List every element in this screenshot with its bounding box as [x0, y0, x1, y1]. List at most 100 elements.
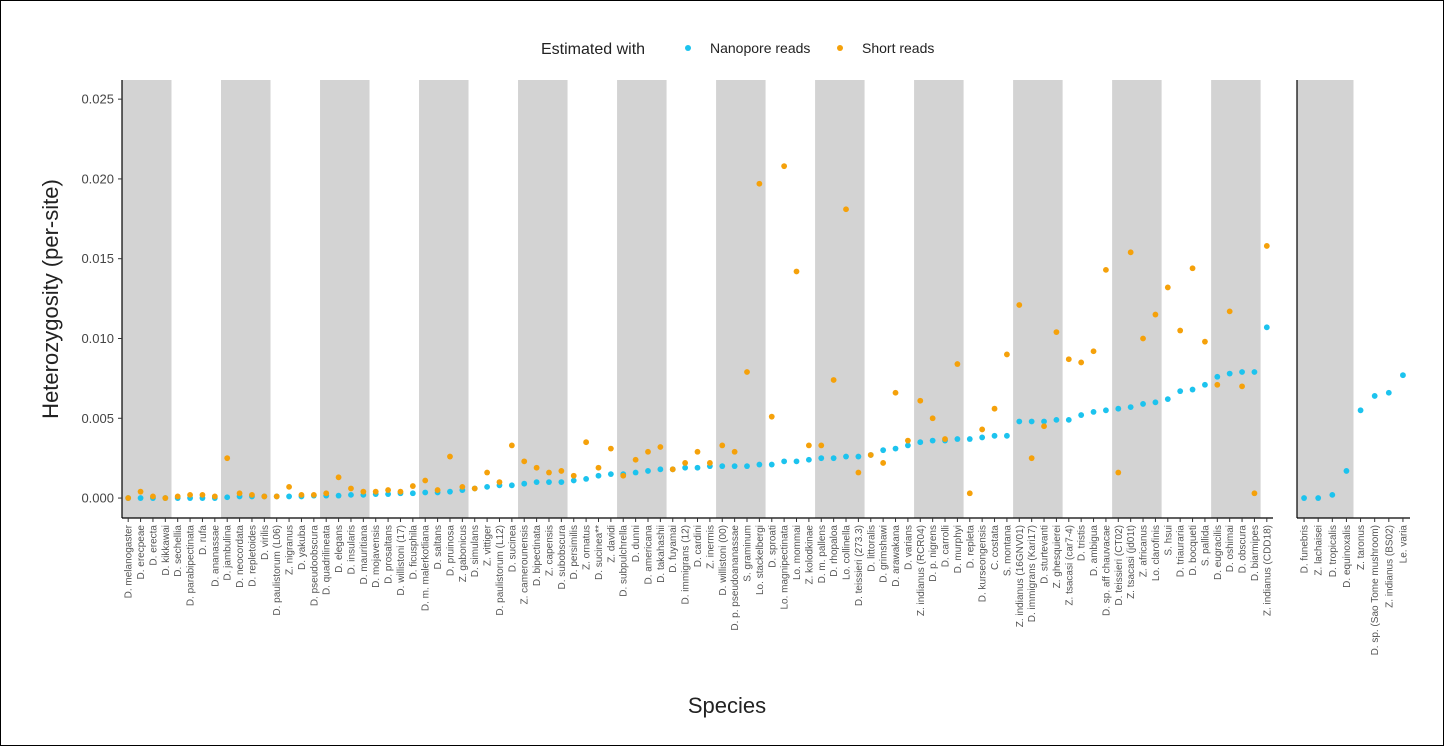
point: [632, 469, 639, 476]
stripe: [518, 80, 568, 518]
point: [991, 432, 998, 439]
point: [1329, 491, 1336, 498]
point: [1315, 495, 1322, 501]
legend-marker: [837, 45, 843, 51]
point: [1090, 348, 1097, 355]
point: [1226, 370, 1233, 377]
point: [793, 268, 800, 275]
point: [261, 493, 268, 500]
point: [1028, 418, 1035, 425]
x-tick-label: Z. indianus (RCR04): [916, 525, 927, 616]
point: [1152, 399, 1159, 406]
x-tick-label: C. costata: [990, 525, 1001, 570]
point: [768, 461, 775, 468]
legend-title: Estimated with: [541, 41, 645, 58]
point: [521, 458, 528, 465]
x-tick-label: D. takahashii: [656, 525, 667, 583]
point: [570, 477, 577, 484]
x-tick-label: Z. camerounensis: [520, 525, 531, 604]
point: [1041, 423, 1047, 430]
point: [1343, 468, 1350, 474]
point: [1214, 373, 1221, 380]
x-tick-label: Z. africanus: [1139, 525, 1150, 577]
stripe: [320, 80, 370, 518]
point: [1385, 389, 1392, 396]
point: [843, 453, 849, 460]
point: [323, 490, 330, 497]
x-tick-label: D. m. pallens: [817, 525, 828, 583]
point: [954, 361, 961, 367]
x-tick-label: D. immigrans (Kari17): [1027, 525, 1038, 622]
point: [558, 479, 565, 485]
x-tick-label: D. sucinea: [507, 525, 518, 573]
x-tick-label: D. teissieri (CT02): [1114, 525, 1125, 606]
point: [137, 495, 144, 501]
point: [286, 493, 292, 500]
x-tick-label: Z. indianus (CDD18): [1262, 525, 1273, 616]
point: [979, 434, 986, 441]
x-tick-label: D. saltans: [433, 525, 444, 569]
x-tick-label: D. kurseongensis: [978, 525, 989, 602]
x-tick-label: D. sechellia: [173, 525, 184, 577]
point: [174, 493, 181, 500]
x-tick-label: D. quadrilineata: [322, 525, 333, 595]
point: [1065, 356, 1072, 363]
point: [1140, 401, 1146, 407]
point: [1127, 404, 1134, 411]
point: [521, 480, 528, 487]
point: [335, 492, 342, 499]
point: [508, 482, 515, 489]
point: [1152, 311, 1159, 318]
x-tick-label: D. simulans: [470, 525, 481, 577]
point: [558, 468, 565, 474]
point: [224, 455, 231, 462]
point: [546, 469, 552, 476]
point: [187, 491, 193, 498]
x-tick-label: Z. capensis: [544, 525, 555, 576]
point: [682, 464, 689, 471]
point: [1214, 381, 1221, 388]
point: [942, 436, 948, 442]
point: [855, 453, 862, 460]
point: [645, 448, 651, 455]
x-tick-label: D. subobscura: [557, 525, 568, 590]
x-tick-label: D. tristis: [1077, 525, 1088, 561]
point: [768, 413, 775, 420]
point: [286, 483, 292, 490]
point: [620, 472, 627, 479]
x-tick-label: D. sp. aff chauvacae: [1101, 525, 1112, 616]
x-tick-label: D. paulistorum (L06): [272, 525, 283, 616]
x-tick-label: D. melanogaster: [124, 524, 135, 598]
x-tick-label: D. ananassae: [210, 525, 221, 587]
x-tick-label: D. sp. (Sao Tome mushroom): [1370, 525, 1381, 655]
point: [1103, 407, 1109, 414]
point: [199, 491, 206, 498]
x-tick-label: D. funebris: [1300, 525, 1311, 573]
point: [150, 493, 156, 500]
point: [385, 487, 391, 493]
x-tick-label: D. rhopaloa: [829, 525, 840, 577]
point: [1202, 381, 1208, 388]
point: [1239, 383, 1245, 390]
point: [843, 206, 849, 213]
point: [1016, 418, 1023, 425]
point: [496, 479, 503, 485]
x-tick-label: Z. taronus: [1356, 525, 1367, 570]
point: [533, 479, 540, 485]
point: [1251, 490, 1258, 497]
point: [682, 460, 689, 466]
y-tick-label: 0.005: [81, 411, 114, 426]
x-tick-label: D. immigrans (12): [681, 525, 692, 604]
point: [904, 442, 911, 449]
point: [818, 442, 825, 449]
point: [744, 369, 750, 375]
point: [1053, 416, 1060, 423]
x-tick-label: Z. gabonicus: [458, 525, 469, 582]
point: [595, 472, 602, 479]
point: [484, 469, 491, 476]
x-tick-label: D. sturtevanti: [1040, 525, 1051, 584]
point: [249, 491, 255, 498]
point: [1004, 432, 1010, 439]
point: [966, 490, 973, 497]
